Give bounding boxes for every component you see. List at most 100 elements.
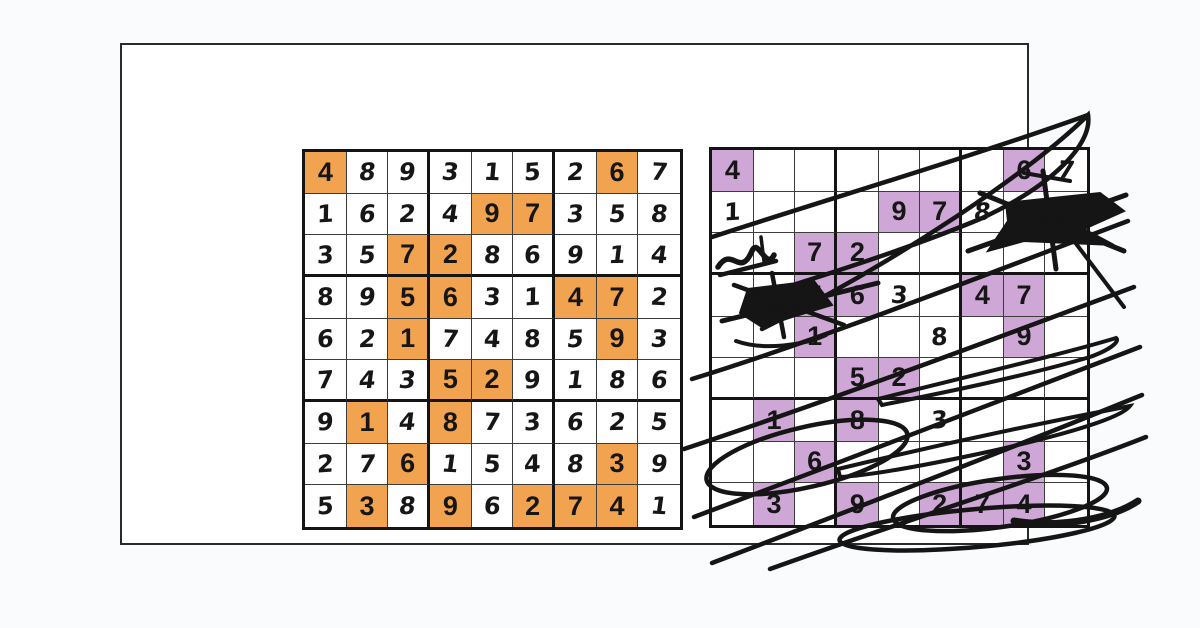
cell-r7c5[interactable] [878, 400, 921, 442]
cell-r5c9[interactable] [1045, 317, 1087, 359]
cell-r1c9[interactable]: 7 [1045, 150, 1087, 192]
cell-r5c6[interactable]: 8 [920, 316, 962, 359]
cell-r5c2[interactable] [753, 316, 796, 359]
cell-r5c8[interactable]: 9 [1003, 316, 1046, 359]
cell-r3c6[interactable] [920, 233, 962, 275]
cell-r3c7[interactable] [962, 233, 1004, 275]
cell-r3c8[interactable] [1003, 233, 1046, 275]
given-digit: 6 [849, 279, 865, 310]
cell-r7c6[interactable]: 3 [920, 400, 962, 442]
cell-r6c8: 8 [596, 360, 639, 402]
cell-r9c8[interactable]: 4 [1003, 483, 1046, 525]
cell-r9c6[interactable]: 2 [920, 483, 962, 525]
cell-r2c2[interactable] [753, 191, 796, 234]
cell-r6c1: 7 [305, 360, 347, 402]
cell-r4c6[interactable] [920, 275, 962, 317]
cell-r2c3[interactable] [795, 191, 837, 234]
given-digit: 9 [849, 488, 865, 519]
cell-r9c4[interactable]: 9 [837, 483, 879, 525]
cell-r6c7[interactable] [962, 358, 1004, 400]
cell-r1c8[interactable]: 6 [1003, 150, 1046, 192]
cell-r2c7[interactable]: 8 [962, 191, 1004, 234]
cell-r4c1[interactable] [712, 275, 754, 317]
cell-r2c9: 8 [638, 194, 680, 236]
cell-r5c5[interactable] [878, 316, 921, 359]
given-digit: 6 [442, 281, 458, 312]
cell-r4c8[interactable]: 7 [1003, 275, 1046, 317]
cell-r5c3[interactable]: 1 [795, 316, 837, 359]
cell-r8c1[interactable] [712, 441, 754, 484]
cell-r7c9[interactable] [1045, 400, 1087, 442]
cell-r2c5[interactable]: 9 [878, 191, 921, 234]
cell-r1c4[interactable] [837, 150, 879, 192]
cell-r8c5[interactable] [878, 441, 921, 484]
cell-r7c7[interactable] [962, 400, 1004, 442]
cell-r6c3[interactable] [795, 358, 837, 400]
cell-r6c5[interactable]: 2 [878, 358, 921, 400]
cell-r4c7[interactable]: 4 [962, 275, 1004, 317]
cell-r6c6[interactable] [920, 358, 962, 400]
cell-r2c8[interactable] [1003, 191, 1046, 234]
cell-r1c3[interactable] [795, 150, 837, 192]
cell-r8c3: 6 [388, 443, 430, 486]
cell-r9c9: 1 [638, 485, 680, 527]
cell-r1c7[interactable] [962, 150, 1004, 192]
cell-r7c5: 7 [471, 402, 514, 444]
cell-r8c4[interactable] [837, 441, 879, 484]
cell-r3c2[interactable] [753, 233, 796, 275]
cell-r8c7[interactable] [962, 441, 1004, 484]
cell-r8c9[interactable] [1045, 442, 1087, 484]
handwritten-digit: 3 [648, 324, 670, 354]
cell-r3c3[interactable]: 7 [795, 233, 837, 275]
cell-r6c9[interactable] [1045, 358, 1087, 400]
cell-r7c3[interactable] [795, 400, 837, 442]
cell-r6c2[interactable] [753, 358, 796, 400]
cell-r7c2[interactable]: 1 [753, 400, 796, 442]
cell-r6c4[interactable]: 5 [837, 358, 879, 400]
cell-r3c1[interactable] [712, 233, 754, 275]
cell-r3c4[interactable]: 2 [837, 233, 879, 275]
cell-r9c9[interactable] [1045, 483, 1087, 525]
cell-r9c3[interactable] [795, 483, 837, 525]
cell-r1c5[interactable] [878, 150, 921, 192]
cell-r4c9[interactable] [1045, 275, 1087, 317]
cell-r9c1[interactable] [712, 483, 754, 525]
cell-r4c2[interactable] [753, 275, 796, 317]
cell-r2c9[interactable] [1045, 192, 1087, 234]
cell-r9c2[interactable]: 3 [753, 483, 796, 525]
given-digit: 4 [609, 490, 625, 521]
cell-r1c6[interactable] [920, 150, 962, 192]
cell-r6c8[interactable] [1003, 358, 1046, 400]
cell-r1c2[interactable] [753, 150, 796, 192]
cell-r8c6[interactable] [920, 441, 962, 484]
cell-r2c1[interactable]: 1 [712, 191, 754, 234]
cell-r7c1[interactable] [712, 400, 754, 442]
cell-r3c9[interactable] [1045, 233, 1087, 275]
cell-r7c4[interactable]: 8 [837, 400, 879, 442]
cell-r4c3[interactable]: 5 [795, 275, 837, 317]
cell-r7c8[interactable] [1003, 400, 1046, 442]
cell-r2c6[interactable]: 7 [920, 191, 962, 234]
cell-r1c1[interactable]: 4 [712, 150, 754, 192]
cell-r3c5[interactable] [878, 233, 921, 275]
cell-r8c8[interactable]: 3 [1003, 441, 1046, 484]
handwritten-digit: 2 [648, 282, 670, 312]
cell-r5c1[interactable] [712, 316, 754, 359]
given-digit: 6 [1016, 154, 1032, 185]
cell-r5c7[interactable] [962, 316, 1004, 359]
cell-r6c1[interactable] [712, 358, 754, 400]
cell-r9c7[interactable]: 7 [962, 483, 1004, 525]
cell-r4c4[interactable]: 6 [837, 275, 879, 317]
cell-r8c2[interactable] [753, 441, 796, 484]
cell-r2c7: 3 [555, 193, 597, 236]
handwritten-digit: 7 [1055, 155, 1077, 185]
given-digit: 9 [1016, 321, 1032, 352]
cell-r8c3[interactable]: 6 [795, 441, 837, 484]
cell-r6c6: 9 [513, 360, 555, 402]
cell-r4c5[interactable]: 3 [878, 275, 921, 317]
cell-r5c4[interactable] [837, 316, 879, 359]
cell-r9c5[interactable] [879, 483, 921, 525]
cell-r2c4[interactable] [837, 191, 879, 234]
